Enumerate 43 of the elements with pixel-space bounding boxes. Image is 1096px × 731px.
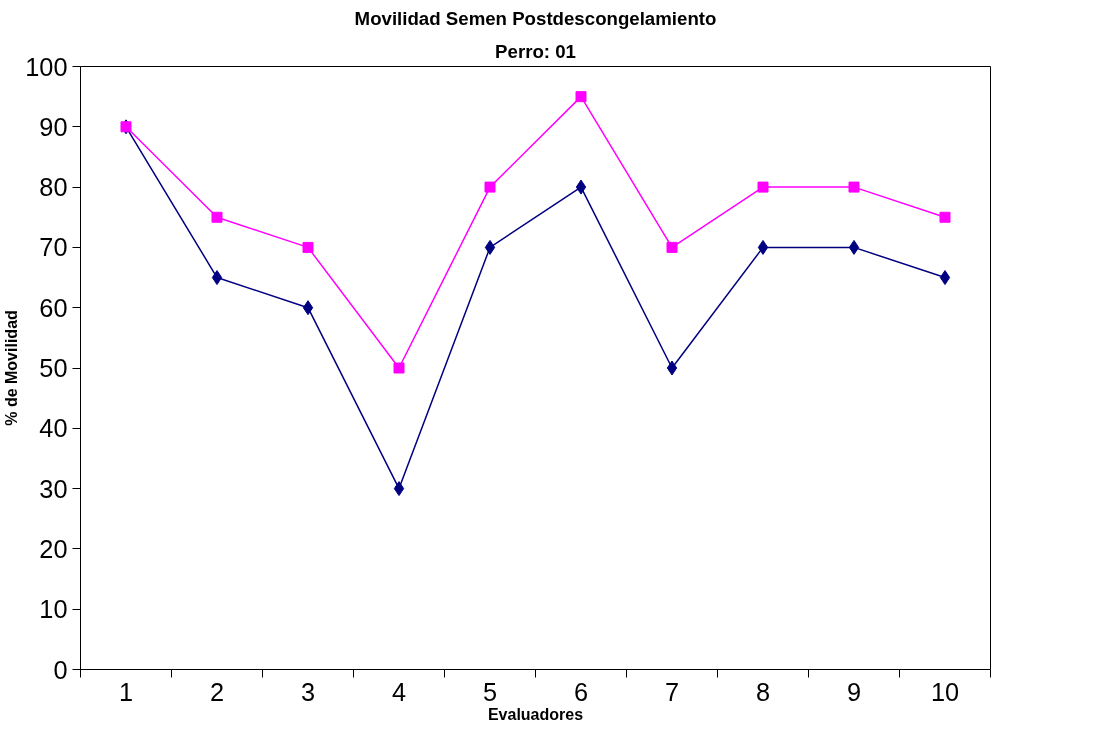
chart-subtitle: Perro: 01 [495, 40, 576, 62]
x-tick-label: 6 [573, 677, 589, 706]
x-tick-label: 10 [930, 677, 960, 706]
point [666, 360, 678, 376]
x-tick-label: 1 [118, 677, 134, 706]
point [302, 241, 314, 253]
y-axis-title: % de Movilidad [3, 310, 21, 426]
y-tick-label: 70 [39, 233, 68, 262]
y-tick-label: 50 [39, 354, 68, 382]
point [211, 211, 223, 223]
point [575, 179, 587, 195]
x-tick-label: 3 [300, 677, 316, 706]
point [939, 211, 951, 223]
y-tick-label: 40 [39, 414, 68, 443]
x-tick-label: 9 [846, 677, 862, 706]
y-tick-label: 30 [39, 474, 68, 503]
point [939, 270, 951, 286]
point [575, 91, 587, 103]
x-tick-label: 7 [664, 677, 680, 706]
point [393, 362, 405, 374]
point [484, 181, 496, 193]
x-tick-label: 2 [209, 677, 225, 706]
point [484, 239, 496, 255]
y-tick-label: 80 [39, 173, 68, 202]
y-tick-label: 10 [39, 595, 68, 624]
y-tick-label: 0 [53, 655, 68, 684]
point [757, 181, 769, 193]
y-tick-label: 90 [39, 112, 68, 141]
y-tick-label: 100 [25, 52, 68, 81]
point [666, 241, 678, 253]
x-tick-label: 4 [391, 677, 407, 706]
x-tick-label: 5 [482, 677, 498, 706]
point [302, 300, 314, 316]
x-tick-label: 8 [755, 677, 771, 706]
point [848, 239, 860, 255]
x-axis-title: Evaluadores [487, 705, 584, 723]
point [757, 239, 769, 255]
y-tick-label: 20 [39, 534, 68, 563]
y-tick-label: 60 [39, 293, 68, 322]
point [211, 270, 223, 286]
point [393, 481, 405, 497]
point [848, 181, 860, 193]
chart-title: Movilidad Semen Postdescongelamiento [354, 7, 717, 29]
